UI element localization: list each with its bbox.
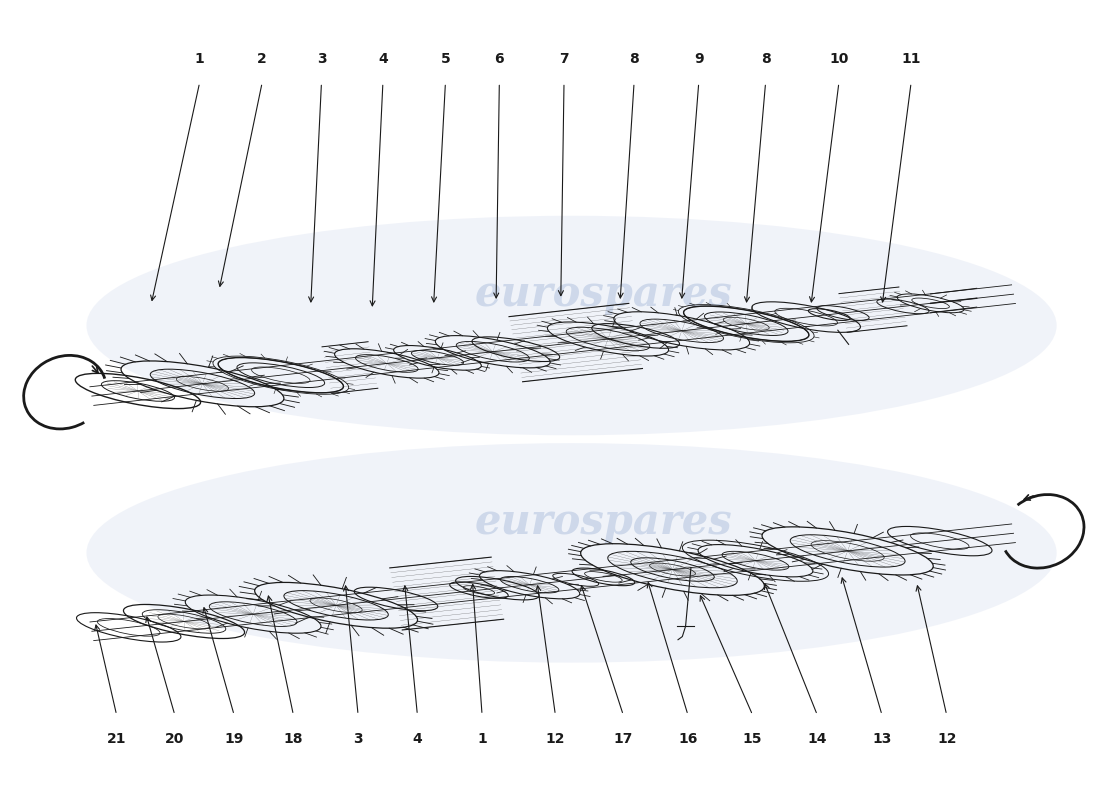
Text: 15: 15 xyxy=(742,732,762,746)
Text: 13: 13 xyxy=(872,732,892,746)
Text: 4: 4 xyxy=(412,732,422,746)
Text: 1: 1 xyxy=(195,52,205,66)
Text: 3: 3 xyxy=(317,52,327,66)
Text: 3: 3 xyxy=(353,732,363,746)
Text: eurospares: eurospares xyxy=(475,273,733,315)
Text: 7: 7 xyxy=(559,52,569,66)
Text: 4: 4 xyxy=(378,52,388,66)
Text: 21: 21 xyxy=(107,732,126,746)
Text: 10: 10 xyxy=(829,52,848,66)
Text: 9: 9 xyxy=(694,52,704,66)
Text: 8: 8 xyxy=(761,52,770,66)
Text: 5: 5 xyxy=(441,52,450,66)
Text: 6: 6 xyxy=(495,52,504,66)
Ellipse shape xyxy=(87,216,1057,435)
Text: 18: 18 xyxy=(284,732,304,746)
Text: 17: 17 xyxy=(614,732,632,746)
Text: 12: 12 xyxy=(937,732,957,746)
Text: 8: 8 xyxy=(629,52,639,66)
Text: 1: 1 xyxy=(477,732,487,746)
Text: 11: 11 xyxy=(901,52,921,66)
Text: 20: 20 xyxy=(165,732,185,746)
Text: 14: 14 xyxy=(807,732,827,746)
Text: 19: 19 xyxy=(224,732,244,746)
Text: 12: 12 xyxy=(546,732,565,746)
Text: eurospares: eurospares xyxy=(475,501,733,542)
Text: 16: 16 xyxy=(679,732,697,746)
Text: 2: 2 xyxy=(257,52,267,66)
Ellipse shape xyxy=(87,443,1057,662)
